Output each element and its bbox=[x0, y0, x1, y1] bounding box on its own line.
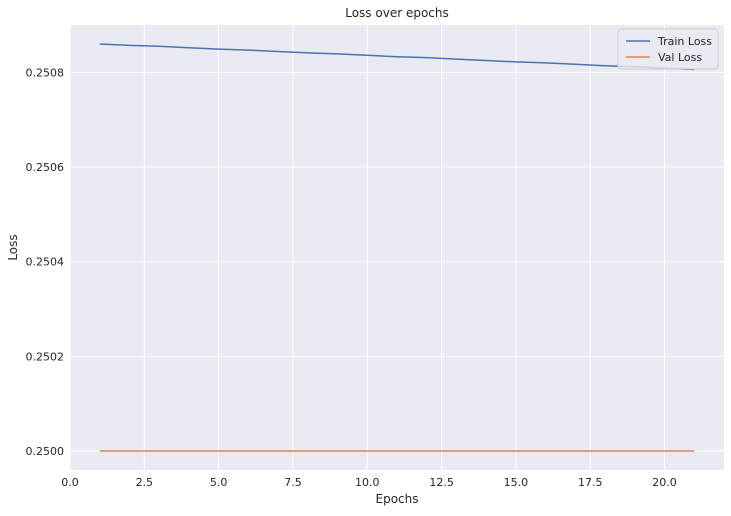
x-tick-label: 7.5 bbox=[284, 476, 302, 489]
x-tick-label: 5.0 bbox=[210, 476, 228, 489]
x-tick-labels: 0.0 2.5 5.0 7.5 10.0 12.5 15.0 17.5 20.0 bbox=[61, 476, 677, 489]
legend-box bbox=[617, 28, 719, 70]
x-tick-label: 15.0 bbox=[504, 476, 529, 489]
series-lines bbox=[99, 43, 695, 452]
x-axis-label: Epochs bbox=[376, 492, 419, 506]
x-tick-label: 10.0 bbox=[355, 476, 380, 489]
x-tick-label: 0.0 bbox=[61, 476, 79, 489]
plot-area bbox=[70, 25, 724, 470]
x-tick-label: 12.5 bbox=[429, 476, 454, 489]
y-tick-label: 0.2502 bbox=[26, 350, 65, 363]
y-tick-labels: 0.2500 0.2502 0.2504 0.2506 0.2508 bbox=[26, 66, 65, 458]
chart-title: Loss over epochs bbox=[345, 6, 449, 20]
y-axis-label: Loss bbox=[6, 234, 20, 260]
series-line-train-loss bbox=[99, 43, 695, 71]
y-tick-label: 0.2504 bbox=[26, 256, 65, 269]
y-tick-label: 0.2500 bbox=[26, 445, 65, 458]
legend-label-val-loss: Val Loss bbox=[658, 51, 702, 64]
y-tick-label: 0.2508 bbox=[26, 66, 65, 79]
x-tick-label: 20.0 bbox=[652, 476, 677, 489]
y-tick-label: 0.2506 bbox=[26, 161, 65, 174]
grid-lines bbox=[69, 25, 724, 470]
legend: Train Loss Val Loss bbox=[617, 28, 719, 70]
x-tick-label: 17.5 bbox=[578, 476, 603, 489]
legend-label-train-loss: Train Loss bbox=[657, 35, 712, 48]
x-tick-label: 2.5 bbox=[136, 476, 154, 489]
